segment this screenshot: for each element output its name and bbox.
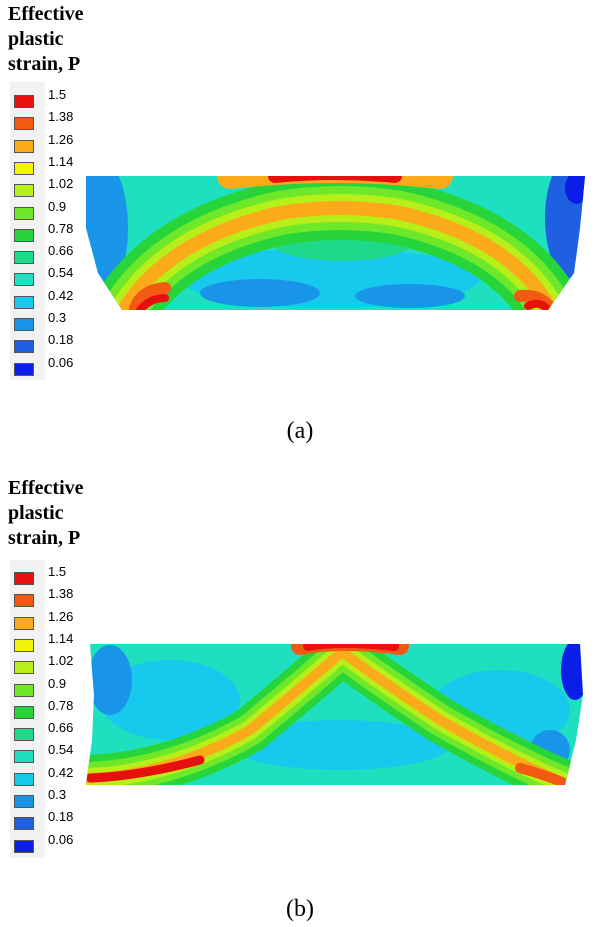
legend-tick-label: 0.06 — [48, 831, 74, 847]
legend-tick-label: 0.78 — [48, 220, 74, 236]
strain-band — [217, 176, 453, 189]
legend-tick-label: 1.26 — [48, 131, 74, 147]
strain-patch — [565, 176, 585, 204]
legend-tick-label: 0.54 — [48, 265, 74, 281]
strain-band — [515, 763, 567, 785]
legend-swatch — [14, 638, 34, 652]
legend-swatch — [14, 228, 34, 242]
legend-swatch — [14, 362, 34, 376]
legend-tick-label: 1.5 — [48, 564, 67, 579]
legend-title-line: plastic — [8, 502, 64, 524]
strain-patch — [88, 645, 132, 715]
legend-swatch — [14, 705, 34, 719]
legend-tick-label: 1.26 — [48, 608, 74, 624]
legend-tick-label: 0.42 — [48, 764, 74, 780]
legend-tick-label: 1.02 — [48, 176, 74, 192]
legend-tick-label: 0.18 — [48, 809, 74, 825]
legend-tick-label: 0.78 — [48, 697, 74, 713]
strain-patch — [200, 279, 320, 307]
legend-tick-label: 0.9 — [48, 198, 67, 214]
legend-tick-label: 0.06 — [48, 354, 74, 370]
legend-title-line: Effective — [8, 477, 84, 499]
legend-swatch — [14, 661, 34, 675]
legend-title: Effective plastic strain, P — [8, 476, 84, 551]
panel-a: Effective plastic strain, P 1.5 1.38 1.26 1… — [0, 0, 600, 463]
legend-swatch — [14, 251, 34, 265]
strain-contour-plot — [86, 644, 583, 785]
legend-tick-label: 1.14 — [48, 630, 74, 646]
legend-tick-label: 0.9 — [48, 675, 67, 691]
legend-swatch — [14, 206, 34, 220]
legend-swatch — [14, 184, 34, 198]
legend-tick-label: 0.54 — [48, 742, 74, 758]
legend-tick-label: 1.14 — [48, 153, 74, 169]
legend-swatch — [14, 728, 34, 742]
legend-swatch — [14, 750, 34, 764]
legend-title-line: strain, P — [8, 527, 81, 549]
strain-patch — [86, 176, 128, 298]
strain-band — [303, 644, 399, 651]
strain-patch — [230, 720, 450, 770]
strain-band — [136, 294, 169, 310]
legend-swatch — [14, 318, 34, 331]
strain-band — [129, 282, 171, 310]
legend-swatch — [14, 295, 34, 309]
legend-tick-label: 1.02 — [48, 653, 74, 669]
legend-swatch — [14, 594, 34, 608]
legend-swatch — [14, 817, 34, 831]
legend-swatch — [14, 161, 34, 175]
legend-swatch — [14, 117, 34, 131]
strain-band — [86, 755, 205, 783]
legend-title: Effective plastic strain, P — [8, 2, 84, 77]
legend-swatch — [14, 572, 34, 585]
legend-title-line: strain, P — [8, 53, 81, 75]
legend-swatch — [14, 616, 34, 630]
legend-swatch — [14, 839, 34, 853]
legend-tick-label: 1.38 — [48, 109, 74, 125]
legend-swatch — [14, 95, 34, 108]
legend-tick-label: 1.38 — [48, 586, 74, 602]
legend-swatch — [14, 772, 34, 786]
legend-tick-label: 0.18 — [48, 332, 74, 348]
strain-contour-plot — [86, 176, 585, 310]
legend-tick-label: 0.66 — [48, 720, 74, 736]
legend-title-line: plastic — [8, 28, 64, 50]
strain-patch — [355, 284, 465, 308]
strain-band — [118, 201, 557, 310]
legend-tick-label: 0.66 — [48, 243, 74, 259]
legend-swatch — [14, 139, 34, 153]
strain-band — [268, 176, 402, 183]
legend-tick-label: 1.5 — [48, 87, 67, 102]
legend-swatch — [14, 683, 34, 697]
legend-tick-label: 0.42 — [48, 287, 74, 303]
legend-title-line: Effective — [8, 3, 84, 25]
legend-tick-label: 0.3 — [48, 787, 67, 802]
strain-band — [524, 299, 552, 310]
legend-tick-label: 0.3 — [48, 310, 67, 325]
strain-patch — [100, 660, 240, 740]
legend-swatch — [14, 273, 34, 287]
panel-caption: (b) — [286, 896, 314, 922]
legend-swatch — [14, 795, 34, 808]
legend-swatch — [14, 340, 34, 354]
panel-b: Effective plastic strain, P 1.5 1.38 1.26 1… — [0, 464, 600, 927]
panel-caption: (a) — [286, 418, 314, 444]
